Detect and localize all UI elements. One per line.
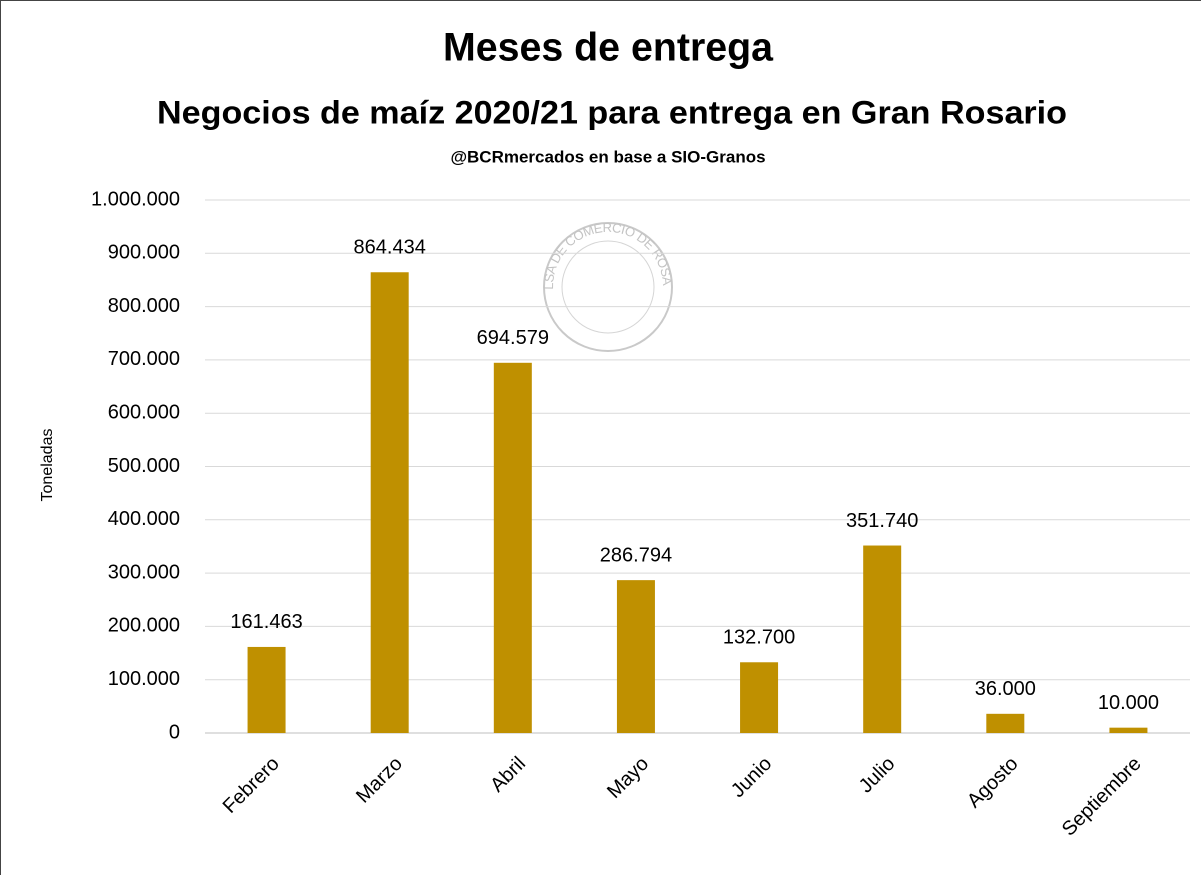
value-label: 286.794 [600, 544, 672, 566]
y-tick-label: 100.000 [108, 668, 180, 690]
value-label: 10.000 [1098, 692, 1159, 714]
y-tick-label: 1.000.000 [91, 188, 180, 210]
y-tick-label: 400.000 [108, 508, 180, 530]
value-label: 864.434 [354, 237, 426, 259]
y-tick-label: 900.000 [108, 242, 180, 264]
bar [986, 713, 1025, 733]
y-tick-label: 700.000 [108, 348, 180, 370]
value-label: 132.700 [723, 627, 795, 649]
y-tick-label: 200.000 [108, 615, 180, 637]
value-label: 351.740 [846, 510, 918, 532]
bar [1109, 727, 1148, 733]
y-tick-label: 500.000 [108, 455, 180, 477]
bar [616, 580, 655, 733]
chart-subtitle: Negocios de maíz 2020/21 para entrega en… [157, 94, 1067, 130]
bar [863, 545, 902, 733]
bar [740, 662, 779, 733]
value-label: 694.579 [477, 327, 549, 349]
y-tick-label: 800.000 [108, 295, 180, 317]
y-tick-label: 600.000 [108, 401, 180, 423]
y-tick-label: 0 [169, 721, 180, 743]
bar [247, 646, 286, 733]
bar [493, 362, 532, 733]
y-tick-label: 300.000 [108, 561, 180, 583]
value-label: 161.463 [230, 611, 302, 633]
chart-title: Meses de entrega [443, 26, 774, 70]
value-label: 36.000 [975, 678, 1036, 700]
chart-source: @BCRmercados en base a SIO-Granos [450, 147, 765, 166]
y-axis-title: Toneladas [39, 429, 56, 502]
bar [370, 272, 409, 733]
